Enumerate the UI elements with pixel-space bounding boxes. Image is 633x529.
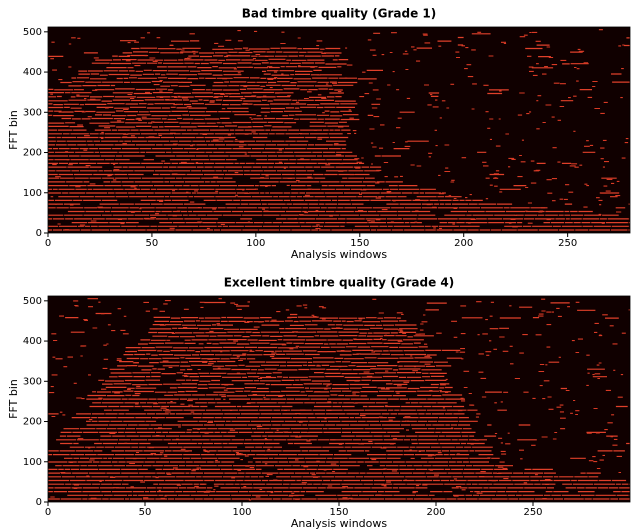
- x-tick-label: 150: [329, 507, 348, 518]
- x-tick-label: 0: [45, 238, 51, 249]
- y-tick-label: 400: [23, 67, 42, 78]
- x-axis-label: Analysis windows: [291, 517, 388, 529]
- y-tick-label: 0: [36, 497, 42, 508]
- chart-title: Excellent timbre quality (Grade 4): [224, 276, 454, 290]
- x-tick-label: 50: [146, 238, 159, 249]
- x-tick-label: 50: [139, 507, 152, 518]
- y-tick-label: 100: [23, 188, 42, 199]
- y-tick-label: 400: [23, 336, 42, 347]
- y-tick-label: 200: [23, 148, 42, 159]
- x-tick-label: 150: [350, 238, 369, 249]
- x-tick-label: 250: [558, 238, 577, 249]
- x-tick-label: 200: [454, 238, 473, 249]
- y-tick-label: 300: [23, 107, 42, 118]
- y-tick-label: 0: [36, 228, 42, 239]
- x-tick-label: 100: [246, 238, 265, 249]
- y-tick-label: 500: [23, 296, 42, 307]
- x-tick-label: 0: [45, 507, 51, 518]
- y-tick-label: 500: [23, 27, 42, 38]
- spectrogram-noise: [50, 30, 629, 231]
- spectrogram-trace: [48, 298, 630, 500]
- x-tick-label: 200: [426, 507, 445, 518]
- y-axis-label: FFT bin: [7, 379, 20, 419]
- y-axis-label: FFT bin: [7, 110, 20, 150]
- x-axis-label: Analysis windows: [291, 248, 388, 261]
- plot-frame: [47, 26, 631, 234]
- x-tick-label: 250: [523, 507, 542, 518]
- spectrogram-trace: [48, 29, 630, 231]
- x-tick-label: 100: [232, 507, 251, 518]
- y-tick-label: 200: [23, 417, 42, 428]
- y-tick-label: 300: [23, 376, 42, 387]
- chart-title: Bad timbre quality (Grade 1): [242, 7, 436, 21]
- y-tick-label: 100: [23, 457, 42, 468]
- spectrogram-noise: [48, 298, 626, 501]
